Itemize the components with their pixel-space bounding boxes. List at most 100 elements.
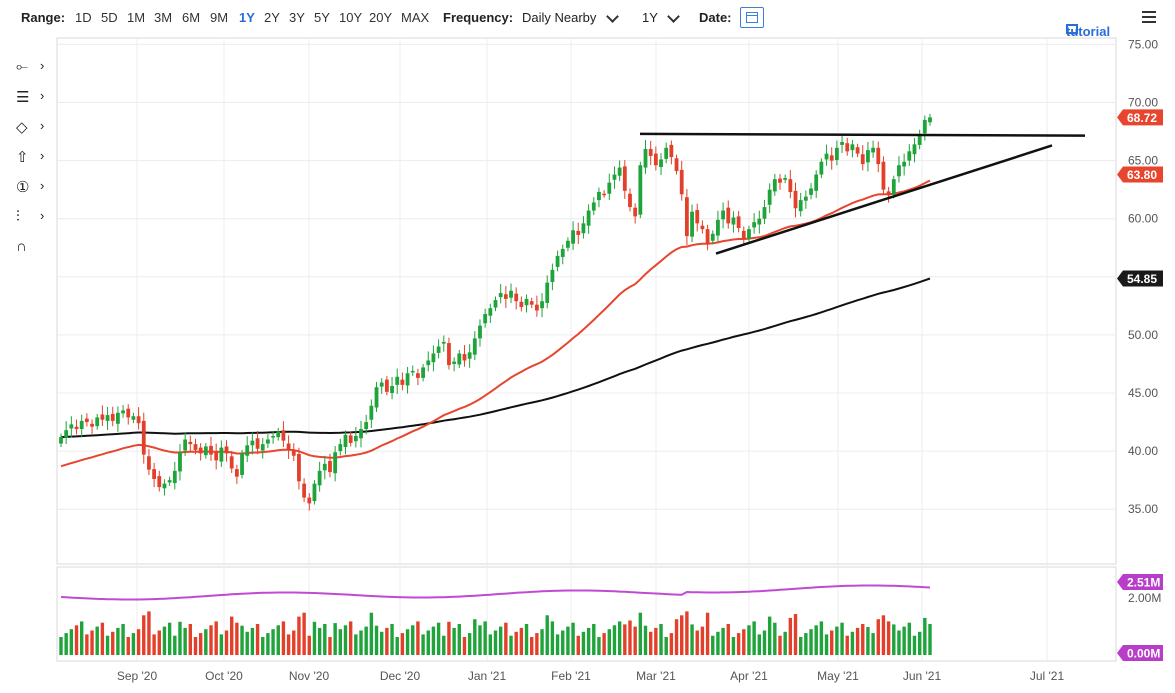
candle-body [581,223,586,234]
arrow-up-tool[interactable]: ⇧ › [14,148,50,170]
volume-bar [597,637,601,655]
candle-body [540,301,544,309]
volume-bar [700,626,705,655]
expand-chevron-icon: › [40,58,45,73]
volume-bar [447,621,451,655]
candle-body [478,325,482,339]
candle-body [100,414,105,420]
candle-body [628,193,632,208]
volume-bar [292,630,296,655]
range-3y[interactable]: 3Y [289,10,305,25]
frequency-select[interactable]: Daily Nearby [522,10,597,25]
candle-body [229,456,234,469]
candle-body [224,446,229,454]
candle-body [638,165,643,215]
volume-bar [566,626,570,655]
hamburger-menu-icon[interactable] [1142,11,1156,23]
volume-bar [64,633,68,655]
candle-body [566,240,570,248]
volume-bar [871,633,875,655]
candle-body [214,451,219,461]
volume-bar [757,634,762,655]
range-1m[interactable]: 1M [127,10,146,25]
y-tick-label: 75.00 [1128,37,1158,51]
candle-body [203,446,208,456]
crosshair-line-tool[interactable]: ⟜ › [14,58,50,80]
volume-bar [380,631,384,655]
candle-body [741,230,746,239]
volume-bar [457,624,461,655]
candle-body [343,434,348,448]
range-5d[interactable]: 5D [101,10,118,25]
resistance-trendline[interactable] [639,132,1086,137]
range-2y[interactable]: 2Y [264,10,280,25]
candle-body [772,179,777,192]
candle-body [157,476,162,488]
volume-bar [147,611,151,655]
candle-body [271,435,275,438]
volume-bar [142,615,146,655]
range-20y[interactable]: 20Y [369,10,393,25]
range-1d[interactable]: 1D [75,10,92,25]
range-9m[interactable]: 9M [210,10,229,25]
volume-bar [617,621,622,655]
volume-bar [819,621,824,655]
volume-bar [892,624,896,655]
range-10y[interactable]: 10Y [339,10,363,25]
volume-bar [359,630,363,655]
range-6m[interactable]: 6M [182,10,201,25]
volume-axis: 2.00M [1128,591,1161,605]
range-max[interactable]: MAX [401,10,430,25]
volume-bar [95,626,99,655]
volume-bar [535,633,539,655]
candle-body [747,229,751,240]
volume-bar [555,634,560,655]
candle-body [291,450,296,456]
volume-bar [762,630,767,655]
volume-bar [105,635,110,655]
numbered-marker-tool[interactable]: ① › [14,178,50,200]
volume-bar [628,620,632,655]
volume-bar [767,616,772,655]
text-list-tool[interactable]: ☰ › [14,88,50,110]
x-tick-label: Mar '21 [636,669,676,683]
range-1y[interactable]: 1Y [239,10,255,25]
candle-body [240,453,244,475]
magnet-icon: ∩ [16,238,27,255]
volume-bar [421,634,425,655]
volume-bar [705,612,710,655]
shape-tool[interactable]: ◇ › [14,118,50,140]
volume-bar [602,633,606,655]
volume-bar [716,631,720,655]
volume-bar [586,627,591,655]
support-trendline[interactable] [715,144,1053,255]
calendar-icon[interactable] [740,7,764,28]
expand-chevron-icon: › [40,178,45,193]
candle-body [891,179,896,195]
candle-body [757,218,762,225]
last-price-badge-background [1117,109,1163,126]
volume-bar [493,630,498,655]
volume-bar [333,623,337,655]
candle-body [390,386,394,393]
y-axis: 75.0070.0065.0060.0055.0050.0045.0040.00… [1128,37,1158,516]
y-tick-label: 65.00 [1128,154,1158,168]
magnet-tool[interactable]: ∩ [14,238,50,260]
volume-bar [530,637,534,655]
x-tick-label: Feb '21 [551,669,591,683]
candle-body [788,179,793,192]
volume-bar [281,621,286,655]
volume-bar [79,621,84,655]
candle-body [141,420,146,455]
volume-bar [483,621,487,655]
volume-bar [623,624,627,655]
period-select[interactable]: 1Y [642,10,658,25]
fibonacci-tool[interactable]: ⫶ › [14,208,50,230]
range-3m[interactable]: 3M [154,10,173,25]
volume-bar [152,634,156,655]
candles [59,113,932,511]
x-tick-label: Dec '20 [380,669,421,683]
volume-bar [850,631,855,655]
range-5y[interactable]: 5Y [314,10,330,25]
